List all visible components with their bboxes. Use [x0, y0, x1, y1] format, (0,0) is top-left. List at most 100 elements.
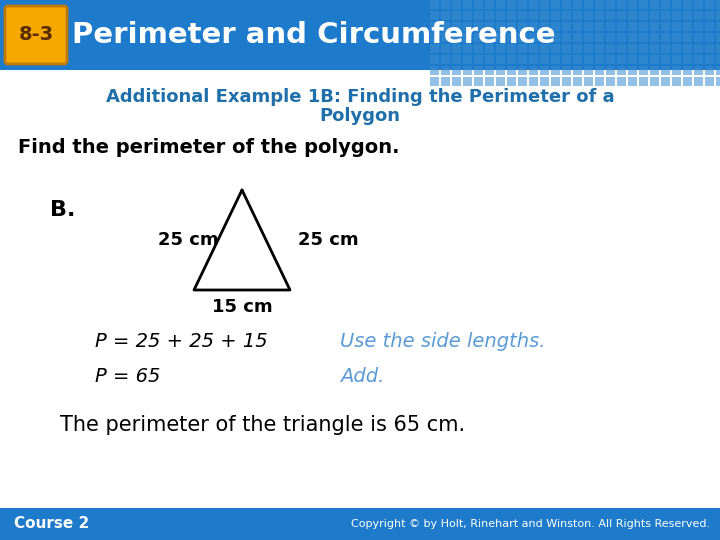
Bar	[507, 0, 516, 9]
Bar	[661, 66, 670, 75]
Bar	[507, 22, 516, 31]
Bar	[441, 0, 450, 9]
Bar	[584, 55, 593, 64]
Bar	[705, 33, 714, 42]
Bar	[485, 66, 494, 75]
Bar	[540, 66, 549, 75]
Bar	[617, 11, 626, 20]
Bar	[639, 66, 648, 75]
Bar	[430, 77, 439, 86]
Bar	[705, 0, 714, 9]
Bar	[551, 55, 560, 64]
Bar	[485, 11, 494, 20]
Bar	[507, 44, 516, 53]
Bar	[496, 77, 505, 86]
Bar	[595, 11, 604, 20]
Bar	[0, 0, 720, 70]
FancyBboxPatch shape	[5, 6, 67, 64]
Bar	[606, 33, 615, 42]
Bar	[694, 77, 703, 86]
Bar	[716, 66, 720, 75]
Bar	[617, 66, 626, 75]
Text: Find the perimeter of the polygon.: Find the perimeter of the polygon.	[18, 138, 400, 157]
Bar	[639, 55, 648, 64]
Bar	[562, 66, 571, 75]
Bar	[441, 33, 450, 42]
Bar	[694, 33, 703, 42]
Bar	[430, 33, 439, 42]
Bar	[584, 0, 593, 9]
Bar	[507, 33, 516, 42]
Bar	[463, 55, 472, 64]
Bar	[584, 33, 593, 42]
Bar	[452, 33, 461, 42]
Bar	[485, 22, 494, 31]
Bar	[573, 22, 582, 31]
Bar	[463, 77, 472, 86]
Bar	[628, 66, 637, 75]
Bar	[485, 33, 494, 42]
Bar	[617, 77, 626, 86]
Bar	[595, 22, 604, 31]
Bar	[496, 44, 505, 53]
Bar	[562, 55, 571, 64]
Bar	[683, 77, 692, 86]
Bar	[639, 0, 648, 9]
Bar	[518, 0, 527, 9]
Bar	[540, 22, 549, 31]
Bar	[716, 77, 720, 86]
Bar	[716, 22, 720, 31]
Bar	[705, 44, 714, 53]
Bar	[705, 55, 714, 64]
Bar	[441, 55, 450, 64]
Bar	[463, 66, 472, 75]
Bar	[452, 0, 461, 9]
Bar	[540, 55, 549, 64]
Bar	[705, 66, 714, 75]
Bar	[672, 44, 681, 53]
Bar	[639, 77, 648, 86]
Bar	[430, 55, 439, 64]
Bar	[540, 77, 549, 86]
Bar	[430, 44, 439, 53]
Bar	[430, 11, 439, 20]
Bar	[485, 44, 494, 53]
Bar	[540, 33, 549, 42]
Bar	[628, 0, 637, 9]
Bar	[584, 66, 593, 75]
Bar	[606, 22, 615, 31]
Bar	[573, 77, 582, 86]
Text: Course 2: Course 2	[14, 516, 89, 531]
Bar	[606, 55, 615, 64]
Bar	[683, 44, 692, 53]
Bar	[716, 55, 720, 64]
Bar	[562, 11, 571, 20]
Bar	[705, 22, 714, 31]
Bar	[584, 77, 593, 86]
Bar	[705, 11, 714, 20]
Bar	[540, 44, 549, 53]
Bar	[474, 22, 483, 31]
Text: Use the side lengths.: Use the side lengths.	[340, 332, 546, 351]
Bar	[573, 11, 582, 20]
Bar	[430, 66, 439, 75]
Bar	[683, 55, 692, 64]
Text: 25 cm: 25 cm	[158, 231, 219, 249]
Bar	[496, 55, 505, 64]
Bar	[661, 11, 670, 20]
Text: Additional Example 1B: Finding the Perimeter of a: Additional Example 1B: Finding the Perim…	[106, 88, 614, 106]
Bar	[639, 22, 648, 31]
Bar	[672, 11, 681, 20]
Bar	[606, 0, 615, 9]
Text: 25 cm: 25 cm	[298, 231, 359, 249]
Bar	[485, 55, 494, 64]
Bar	[694, 55, 703, 64]
Bar	[716, 44, 720, 53]
Bar	[496, 0, 505, 9]
Bar	[628, 77, 637, 86]
Bar	[430, 22, 439, 31]
Bar	[683, 11, 692, 20]
Text: 8-3: 8-3	[19, 25, 53, 44]
Text: P = 25 + 25 + 15: P = 25 + 25 + 15	[95, 332, 268, 351]
Bar	[496, 33, 505, 42]
